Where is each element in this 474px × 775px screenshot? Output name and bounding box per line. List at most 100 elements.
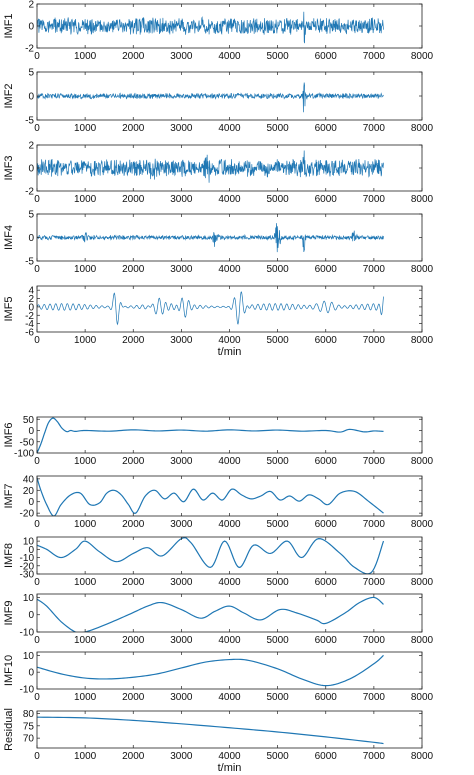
panel-imf5: 0 1000 2000 3000 4000 5000 6000 7000 8000420-2-4…	[3, 285, 434, 358]
x-tick-label: 3000	[170, 51, 193, 62]
y-tick-label: -5	[25, 116, 34, 127]
x-tick-label: 3000	[170, 264, 193, 275]
y-tick-label: -2	[25, 187, 34, 198]
x-tick-label: 5000	[267, 264, 290, 275]
y-tick-label: -20	[20, 561, 35, 572]
y-tick-label: 0	[28, 164, 34, 175]
panel-imf8: 0 1000 2000 3000 4000 5000 6000 7000 8000100-10-…	[3, 536, 434, 588]
series-line	[37, 716, 384, 745]
x-tick-label: 7000	[363, 335, 386, 346]
x-tick-label: 5000	[267, 751, 290, 762]
x-tick-label: 5000	[267, 692, 290, 703]
x-tick-label: 2000	[122, 51, 145, 62]
series-line	[37, 291, 384, 326]
y-tick-label: 70	[23, 734, 35, 745]
x-tick-label: 1000	[74, 635, 97, 646]
x-tick-label: 4000	[218, 635, 241, 646]
x-tick-label: 5000	[267, 577, 290, 588]
x-tick-label: 8000	[411, 692, 434, 703]
x-tick-label: 1000	[74, 577, 97, 588]
series-line	[37, 417, 384, 453]
x-tick-label: 0	[34, 577, 40, 588]
x-tick-label: 0	[34, 264, 40, 275]
x-tick-label: 6000	[315, 692, 338, 703]
x-tick-label: 8000	[411, 751, 434, 762]
x-tick-label: 3000	[170, 692, 193, 703]
x-tick-label: 7000	[363, 635, 386, 646]
x-tick-label: 1000	[74, 692, 97, 703]
y-tick-label: 0	[28, 22, 34, 33]
x-tick-label: 4000	[218, 692, 241, 703]
x-tick-label: 5000	[267, 123, 290, 134]
x-tick-label: 0	[34, 51, 40, 62]
y-tick-label: -10	[20, 685, 35, 696]
y-tick-label: -10	[20, 628, 35, 639]
y-tick-label: 5	[28, 210, 34, 221]
x-tick-label: 6000	[315, 123, 338, 134]
panel-imf3: 0 1000 2000 3000 4000 5000 6000 7000 800020-2IMF…	[3, 141, 434, 206]
y-tick-label: -20	[20, 509, 35, 520]
x-tick-label: 3000	[170, 751, 193, 762]
x-tick-label: 7000	[363, 456, 386, 467]
y-tick-label: -30	[20, 570, 35, 581]
panel-imf1: 0 1000 2000 3000 4000 5000 6000 7000 800020-2IMF…	[3, 0, 434, 62]
x-tick-label: 3000	[170, 635, 193, 646]
x-tick-label: 7000	[363, 577, 386, 588]
y-tick-label: 2	[28, 0, 34, 11]
x-tick-label: 3000	[170, 456, 193, 467]
x-tick-label: 8000	[411, 635, 434, 646]
x-tick-label: 8000	[411, 577, 434, 588]
y-tick-label: -6	[25, 328, 34, 339]
panel-imf7: 0 1000 2000 3000 4000 5000 6000 7000 800040200-2…	[3, 474, 434, 530]
x-tick-label: 2000	[122, 635, 145, 646]
x-tick-label: 4000	[218, 264, 241, 275]
x-tick-label: 0	[34, 751, 40, 762]
x-tick-label: 6000	[315, 194, 338, 205]
y-axis-label: IMF2	[3, 83, 15, 108]
axes-frame	[36, 536, 423, 575]
y-tick-label: 20	[23, 486, 35, 497]
x-tick-label: 5000	[267, 635, 290, 646]
x-tick-label: 1000	[74, 123, 97, 134]
x-tick-label: 2000	[122, 335, 145, 346]
y-tick-label: 2	[28, 141, 34, 152]
x-tick-label: 4000	[218, 519, 241, 530]
x-tick-label: 4000	[218, 751, 241, 762]
y-tick-label: 2	[28, 294, 34, 305]
y-axis-label: IMF9	[3, 600, 15, 625]
x-tick-label: 6000	[315, 51, 338, 62]
x-tick-label: 3000	[170, 123, 193, 134]
x-tick-label: 5000	[267, 335, 290, 346]
x-tick-label: 0	[34, 194, 40, 205]
x-tick-label: 1000	[74, 335, 97, 346]
x-tick-label: 0	[34, 692, 40, 703]
y-axis-label: IMF3	[3, 155, 15, 180]
y-tick-label: 5	[28, 68, 34, 79]
y-tick-label: 50	[23, 415, 35, 426]
x-tick-label: 6000	[315, 635, 338, 646]
x-tick-label: 6000	[315, 519, 338, 530]
y-axis-label: IMF1	[3, 13, 15, 38]
x-tick-label: 4000	[218, 51, 241, 62]
x-tick-label: 3000	[170, 577, 193, 588]
series-line	[37, 654, 384, 687]
y-tick-label: 0	[28, 497, 34, 508]
x-tick-label: 7000	[363, 51, 386, 62]
y-tick-label: 10	[23, 593, 35, 604]
x-tick-label: 0	[34, 635, 40, 646]
x-tick-label: 0	[34, 519, 40, 530]
x-axis-label: t/min	[218, 346, 242, 358]
y-tick-label: -2	[25, 44, 34, 55]
x-tick-label: 7000	[363, 751, 386, 762]
panel-imf2: 0 1000 2000 3000 4000 5000 6000 7000 800050-5IMF…	[3, 68, 434, 135]
y-axis-label: IMF6	[3, 422, 15, 447]
y-axis-label: IMF7	[3, 483, 15, 508]
x-tick-label: 2000	[122, 519, 145, 530]
axes-frame	[36, 710, 423, 749]
x-tick-label: 0	[34, 123, 40, 134]
x-tick-label: 3000	[170, 194, 193, 205]
series-line	[37, 11, 384, 44]
panel-imf4: 0 1000 2000 3000 4000 5000 6000 7000 800050-5IMF…	[3, 210, 434, 276]
panel-imf6: 0 1000 2000 3000 4000 5000 6000 7000 8000500-50-…	[3, 415, 434, 467]
